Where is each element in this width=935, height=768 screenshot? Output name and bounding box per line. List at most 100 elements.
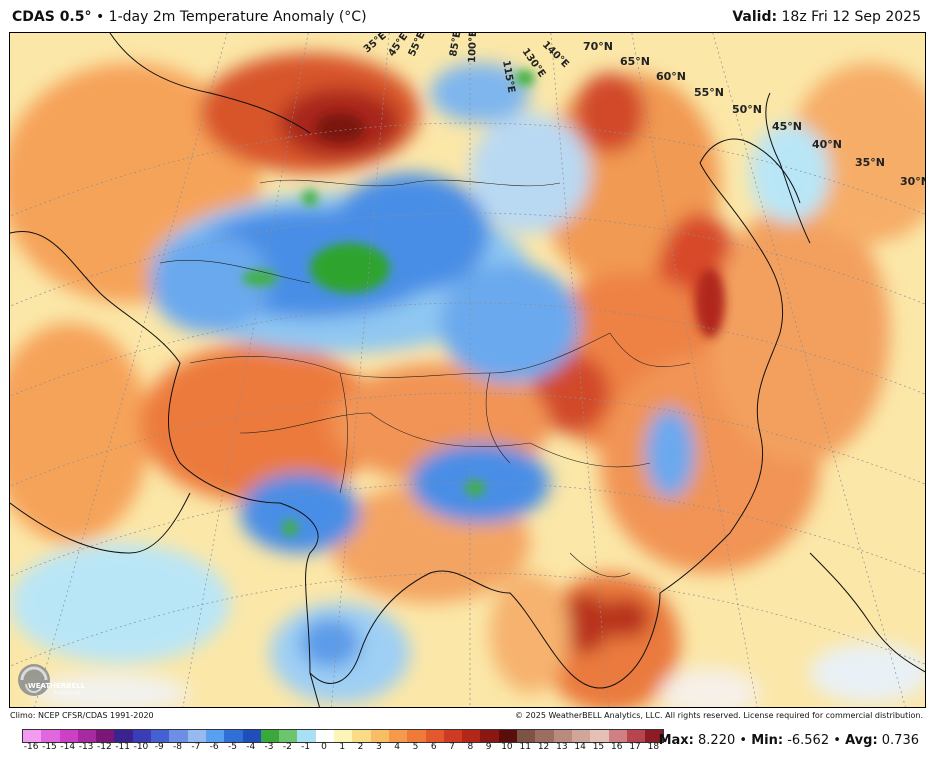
- colorbar-tick-label: 4: [394, 742, 401, 752]
- colorbar-tick-label: 6: [430, 742, 437, 752]
- anomaly-map: 70°N 65°N 60°N 55°N 50°N 45°N 40°N 35°N …: [9, 32, 926, 708]
- colorbar-segment: [334, 730, 353, 742]
- colorbar-segment: [553, 730, 572, 742]
- avg-value: 0.736: [881, 733, 919, 748]
- product-close: ): [361, 9, 367, 25]
- colorbar-tick-label: -2: [282, 742, 292, 752]
- colorbar-tick-label: -6: [209, 742, 219, 752]
- colorbar-tick-label: 17: [629, 742, 641, 752]
- colorbar-segment: [608, 730, 627, 742]
- weatherbell-logo-image: WEATHERBELL Analytics LLC: [18, 664, 86, 696]
- stats-bullet-1: •: [739, 733, 748, 748]
- colorbar-tick-label: 9: [485, 742, 492, 752]
- anomaly-extremes: [242, 70, 725, 536]
- colorbar-segment: [571, 730, 591, 742]
- valid-time: Valid: 18z Fri 12 Sep 2025: [732, 9, 921, 25]
- colorbar-tick-label: 7: [449, 742, 455, 752]
- colorbar-tick-label: -8: [173, 742, 183, 752]
- colorbar-tick-label: 12: [537, 742, 550, 752]
- colorbar-tick-label: -14: [60, 742, 76, 752]
- colorbar-segment: [425, 730, 444, 742]
- colorbar-segment: [407, 730, 426, 742]
- latitude-labels: 70°N 65°N 60°N 55°N 50°N 45°N 40°N 35°N …: [583, 40, 926, 188]
- colorbar-tick-label: -10: [133, 742, 149, 752]
- colorbar-tick-label: -12: [96, 742, 112, 752]
- colorbar-segment: [59, 730, 78, 742]
- title-bullet: •: [95, 9, 105, 25]
- colorbar-tick-label: 0: [321, 742, 327, 752]
- lat-label-30: 30°N: [900, 175, 926, 188]
- colorbar-tick-label: 8: [467, 742, 474, 752]
- colorbar-tick-label: 1: [339, 742, 346, 752]
- lat-label-70: 70°N: [583, 40, 613, 53]
- min-value: -6.562: [787, 733, 830, 748]
- lon-label-85e: 85°E: [448, 33, 463, 58]
- lat-label-35: 35°N: [855, 156, 885, 169]
- colorbar-tick-label: -11: [115, 742, 130, 752]
- colorbar-tick-label: -4: [246, 742, 256, 752]
- colorbar-segment: [242, 730, 261, 742]
- colorbar-segment: [205, 730, 225, 742]
- colorbar-segment: [187, 730, 206, 742]
- field-stats: Max: 8.220 • Min: -6.562 • Avg: 0.736: [659, 733, 919, 748]
- colorbar-segment: [132, 730, 152, 742]
- anomaly-map-canvas: 70°N 65°N 60°N 55°N 50°N 45°N 40°N 35°N …: [10, 33, 926, 707]
- colorbar-segment: [590, 730, 609, 742]
- lat-label-50: 50°N: [732, 103, 762, 116]
- header: CDAS 0.5° • 1-day 2m Temperature Anomaly…: [0, 0, 935, 32]
- lat-label-40: 40°N: [812, 138, 842, 151]
- lat-label-55: 55°N: [694, 86, 724, 99]
- lat-label-65: 65°N: [620, 55, 650, 68]
- degree-symbol: °: [84, 9, 92, 25]
- colorbar-segment: [279, 730, 298, 742]
- colorbar-segment: [23, 730, 42, 742]
- colorbar-tick-label: 5: [412, 742, 419, 752]
- colorbar-tick-label: 16: [611, 742, 623, 752]
- colorbar-segment: [517, 730, 536, 742]
- country-borders: [159, 179, 691, 578]
- colorbar-segment: [645, 730, 664, 742]
- lat-label-45: 45°N: [772, 120, 802, 133]
- colorbar-tick-label: -9: [154, 742, 164, 752]
- colorbar-segment: [169, 730, 188, 742]
- colorbar-segment: [151, 730, 170, 742]
- colorbar-segment: [370, 730, 389, 742]
- logo-brand-text: WEATHERBELL: [28, 682, 86, 690]
- logo-sub-text: Analytics LLC: [54, 690, 81, 695]
- colorbar-segment: [297, 730, 316, 742]
- map-title: CDAS 0.5° • 1-day 2m Temperature Anomaly…: [12, 9, 367, 25]
- lat-label-60: 60°N: [656, 70, 686, 83]
- colorbar-segment: [388, 730, 408, 742]
- colorbar-tick-label: 15: [592, 742, 605, 752]
- colorbar-segment: [498, 730, 518, 742]
- colorbar-segment: [352, 730, 371, 742]
- colorbar-segment: [480, 730, 499, 742]
- colorbar-segment: [41, 730, 60, 742]
- colorbar-tick-label: 10: [501, 742, 513, 752]
- colorbar-segment: [462, 730, 481, 742]
- colorbar-tick-label: -16: [23, 742, 39, 752]
- colorbar-tick-label: 14: [574, 742, 586, 752]
- colorbar-tick-label: 13: [556, 742, 568, 752]
- colorbar-segment: [224, 730, 243, 742]
- stats-bullet-2: •: [833, 733, 841, 748]
- footer: Climo: NCEP CFSR/CDAS 1991-2020 © 2025 W…: [0, 709, 935, 768]
- colorbar-tick-label: -7: [191, 742, 201, 752]
- colorbar-tick-label: 18: [647, 742, 660, 752]
- valid-value: 18z Fri 12 Sep 2025: [781, 9, 921, 25]
- lon-label-100e: 100°E: [467, 33, 479, 63]
- valid-label: Valid:: [732, 9, 778, 25]
- product-name: 1-day 2m Temperature Anomaly (: [108, 9, 345, 25]
- colorbar-segment: [114, 730, 133, 742]
- weatherbell-logo: WEATHERBELL Analytics LLC: [14, 662, 94, 704]
- colorbar: [22, 729, 665, 743]
- colorbar-segment: [535, 730, 554, 742]
- colorbar-tick-label: -13: [78, 742, 94, 752]
- max-label: Max:: [658, 733, 694, 748]
- max-value: 8.220: [698, 733, 736, 748]
- colorbar-segment: [626, 730, 646, 742]
- colorbar-tick-label: -5: [227, 742, 237, 752]
- colorbar-tick-label: 11: [519, 742, 531, 752]
- colorbar-segment: [77, 730, 97, 742]
- colorbar-tick-label: 2: [357, 742, 364, 752]
